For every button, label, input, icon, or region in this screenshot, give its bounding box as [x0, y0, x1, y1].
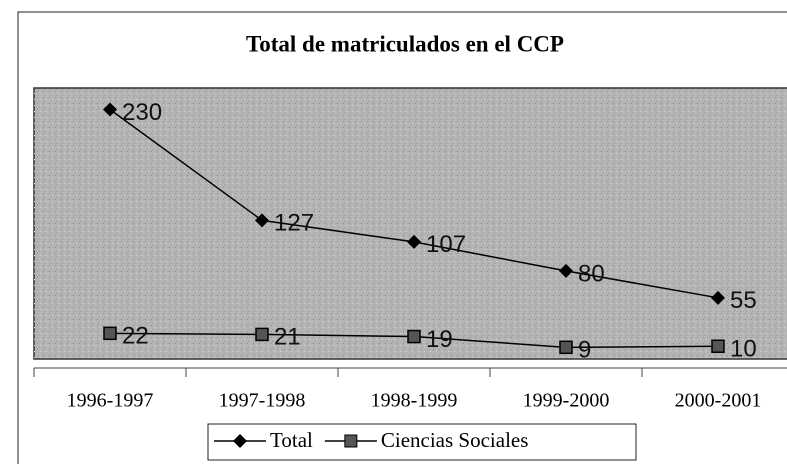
legend-label: Ciencias Sociales — [381, 428, 529, 452]
data-label: 19 — [426, 326, 453, 353]
marker — [559, 263, 573, 278]
marker — [559, 340, 573, 355]
data-label: 80 — [578, 260, 605, 287]
x-tick-label: 1999-2000 — [523, 390, 610, 412]
x-tick-label: 1998-1999 — [371, 390, 458, 412]
marker — [255, 213, 269, 228]
x-tick-label: 1997-1998 — [219, 390, 306, 412]
marker — [103, 102, 117, 117]
marker — [255, 327, 269, 342]
chart-title: Total de matriculados en el CCP — [246, 31, 564, 56]
legend-marker — [344, 434, 358, 448]
legend-box — [207, 423, 637, 461]
marker — [711, 339, 725, 353]
data-label: 107 — [426, 231, 466, 258]
marker — [103, 326, 117, 341]
x-tick-label: 2000-2001 — [675, 390, 762, 412]
data-label: 55 — [730, 287, 757, 314]
data-label: 230 — [122, 99, 162, 126]
data-label: 21 — [274, 324, 301, 351]
marker — [711, 290, 725, 305]
marker — [407, 329, 421, 344]
data-label: 9 — [578, 337, 591, 364]
data-label: 10 — [730, 336, 757, 363]
legend-label: Total — [270, 428, 313, 452]
legend-marker — [233, 434, 247, 448]
plot-texture — [34, 88, 787, 359]
legend: Total Ciencias Sociales — [207, 423, 637, 461]
data-label: 22 — [122, 323, 149, 350]
data-label: 127 — [274, 210, 314, 237]
x-tick-label: 1996-1997 — [67, 390, 154, 412]
marker — [407, 234, 421, 249]
